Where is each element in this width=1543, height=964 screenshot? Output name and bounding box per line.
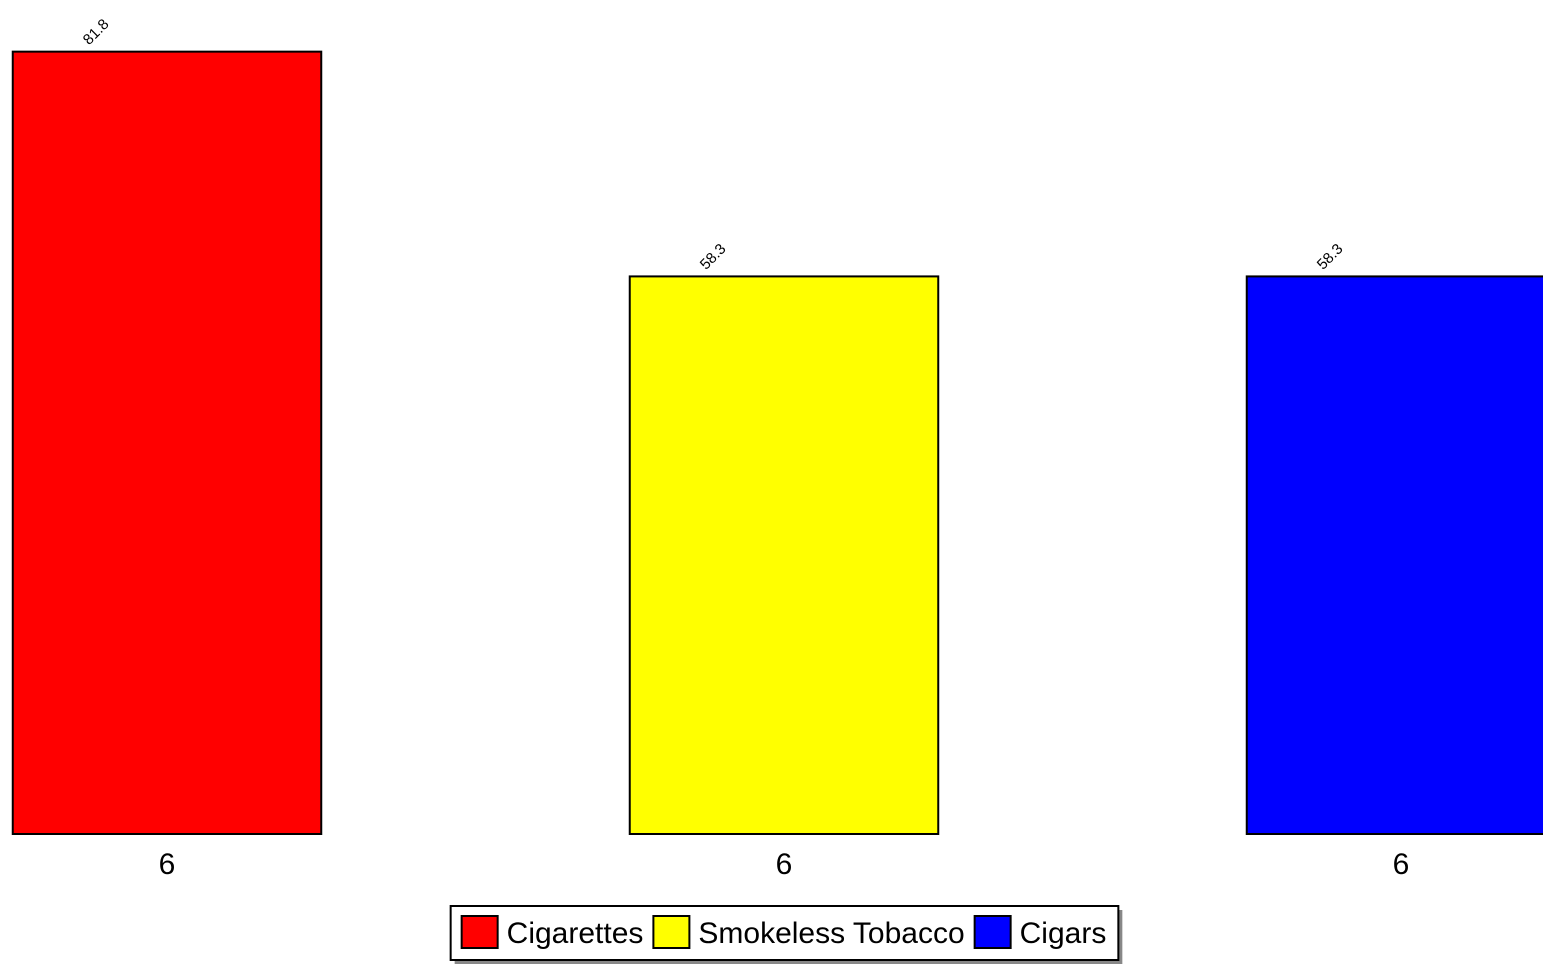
legend-label: Smokeless Tobacco bbox=[698, 917, 964, 950]
legend-label: Cigars bbox=[1020, 917, 1107, 950]
x-tick-label: 6 bbox=[1393, 848, 1410, 881]
value-label: 58.3 bbox=[1314, 241, 1347, 274]
value-label: 81.8 bbox=[80, 16, 113, 49]
x-tick-label: 6 bbox=[159, 848, 176, 881]
legend-swatch bbox=[652, 915, 691, 949]
bar bbox=[1245, 275, 1543, 836]
x-tick-label: 6 bbox=[776, 848, 793, 881]
bar bbox=[11, 50, 323, 835]
legend-swatch bbox=[460, 915, 499, 949]
legend-swatch bbox=[973, 915, 1012, 949]
bar bbox=[628, 275, 940, 836]
value-label: 58.3 bbox=[697, 241, 730, 274]
legend-label: Cigarettes bbox=[507, 917, 644, 950]
legend: Cigarettes Smokeless Tobacco Cigars bbox=[449, 905, 1123, 964]
